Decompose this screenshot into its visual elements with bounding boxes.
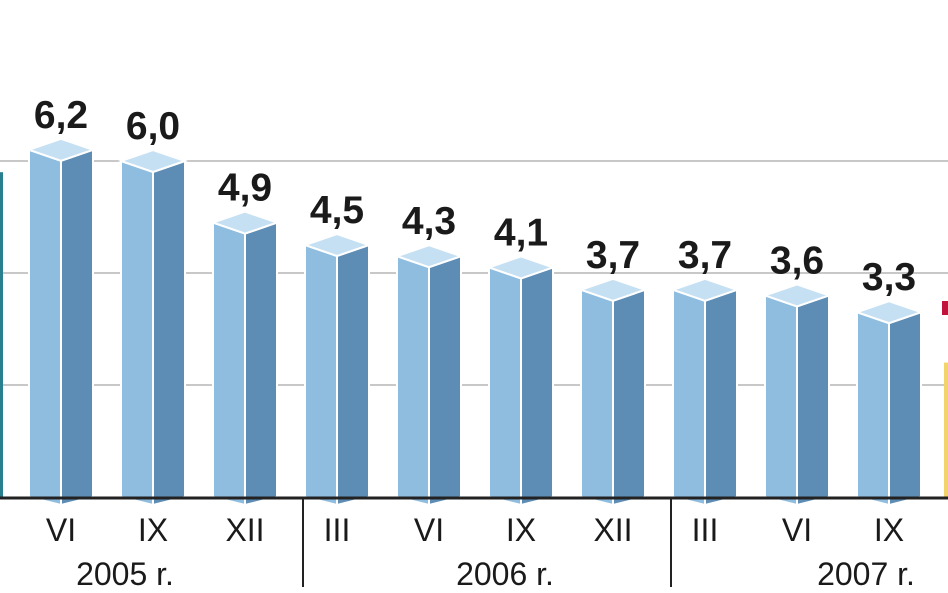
bar-front-face <box>396 254 430 507</box>
x-tick-label: III <box>692 512 719 548</box>
bars <box>25 137 925 507</box>
x-tick-label: VI <box>782 512 812 548</box>
year-group-label: 2005 r. <box>76 556 174 592</box>
bar <box>577 277 649 507</box>
value-label: 6,0 <box>126 105 180 148</box>
bar-front-face <box>304 243 338 507</box>
x-axis: VI IX XII III VI IX XII III VI IX 2005 r. 2006 r. 20… <box>0 496 948 592</box>
bar-top-face <box>853 300 925 325</box>
bar-front-face <box>120 159 154 507</box>
bar-top-face <box>25 137 97 162</box>
bar-front-face <box>28 148 62 507</box>
left-edge-accent <box>0 172 3 497</box>
bar-top-face <box>761 283 833 308</box>
right-edge-accent <box>944 362 948 497</box>
x-tick-label: IX <box>138 512 168 548</box>
bar-top-face <box>117 148 189 174</box>
bar-side-face <box>612 288 646 507</box>
bar-top-face <box>301 232 373 258</box>
bar-side-face <box>244 221 278 507</box>
bar <box>485 255 557 507</box>
value-labels: 6,2 6,0 4,9 4,5 4,3 4,1 3,7 3,7 3,6 3,3 <box>34 94 916 299</box>
bar-side-face <box>796 293 830 507</box>
bar-side-face <box>336 243 370 507</box>
value-label: 4,9 <box>218 167 272 210</box>
value-label: 4,3 <box>402 200 456 243</box>
value-label: 3,3 <box>862 256 916 299</box>
bar <box>669 277 741 507</box>
value-label: 4,5 <box>310 189 364 232</box>
bar-front-face <box>488 265 522 507</box>
bar-front-face <box>212 221 246 507</box>
bar-top-face <box>485 255 557 280</box>
bar <box>25 137 97 507</box>
edge-accents <box>0 172 948 497</box>
x-tick-label: XII <box>593 512 632 548</box>
bar-side-face <box>520 265 554 507</box>
x-tick-label: VI <box>414 512 444 548</box>
value-label: 6,2 <box>34 94 88 137</box>
value-label: 3,7 <box>586 234 640 277</box>
value-label: 3,6 <box>770 239 824 282</box>
year-group-label: 2006 r. <box>456 556 554 592</box>
bar-top-face <box>393 244 465 269</box>
bar-top-face <box>669 277 741 302</box>
bar <box>761 283 833 507</box>
bar-top-face <box>577 277 649 302</box>
right-edge-label-fragment <box>942 301 948 315</box>
bar-side-face <box>704 288 738 507</box>
x-tick-label: III <box>324 512 351 548</box>
bar <box>301 232 373 507</box>
bar-side-face <box>152 159 186 507</box>
bar <box>209 210 281 507</box>
bar-side-face <box>60 148 94 507</box>
bar-side-face <box>428 254 462 507</box>
bar-side-face <box>888 310 922 507</box>
bar-front-face <box>764 293 798 507</box>
x-tick-label: IX <box>874 512 904 548</box>
x-tick-label: XII <box>225 512 264 548</box>
bar-front-face <box>580 288 614 507</box>
bar-top-face <box>209 210 281 235</box>
bar <box>393 244 465 507</box>
year-group-label: 2007 r. <box>817 556 915 592</box>
value-label: 3,7 <box>678 234 732 277</box>
bar <box>117 148 189 507</box>
x-tick-label: IX <box>506 512 536 548</box>
bar-front-face <box>856 310 890 507</box>
value-label: 4,1 <box>494 211 548 254</box>
bar-front-face <box>672 288 706 507</box>
x-tick-label: VI <box>46 512 76 548</box>
bar <box>853 300 925 507</box>
